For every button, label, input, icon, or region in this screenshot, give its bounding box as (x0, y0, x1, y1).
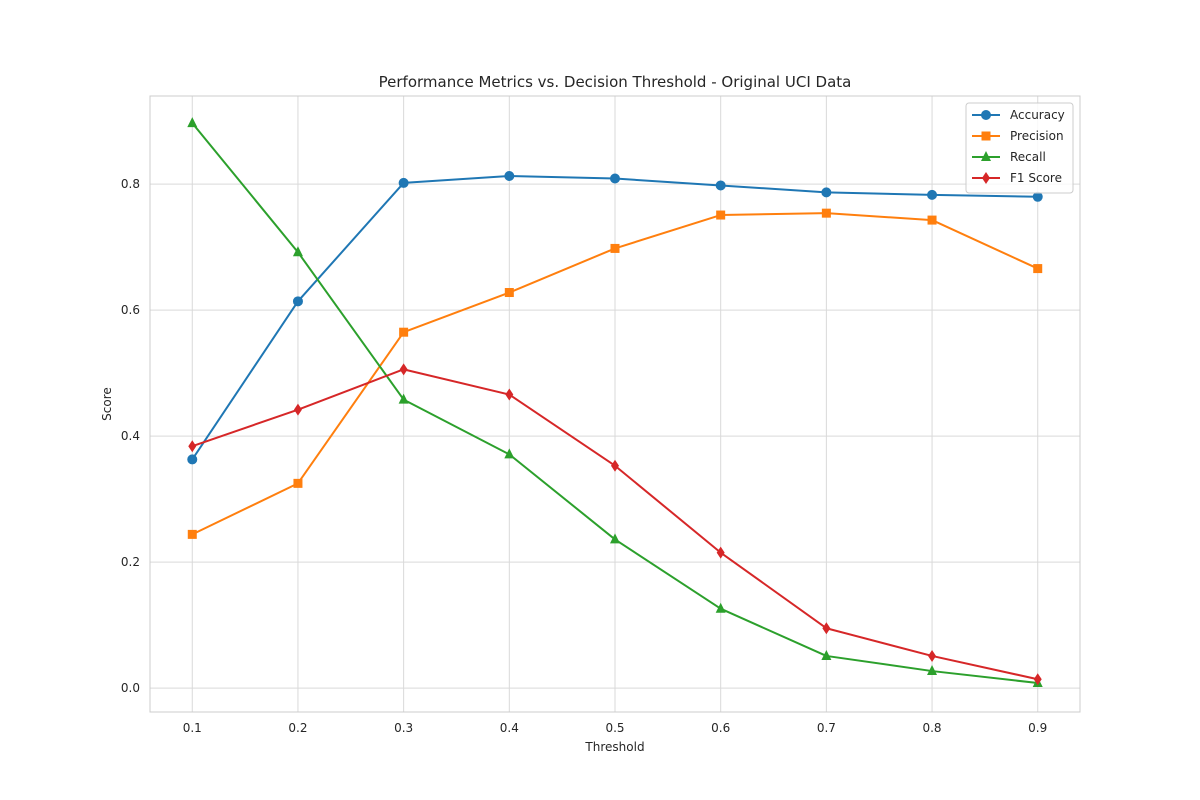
tick-labels: 0.1 0.2 0.3 0.4 0.5 0.6 0.7 0.8 0.9 0.0 0.2 0.4 0.6 0… (121, 177, 1047, 735)
f1-score-point (928, 649, 937, 662)
f1-score-point (611, 459, 619, 472)
x-tick-label: 0.8 (922, 721, 941, 735)
series-layer (187, 117, 1043, 688)
recall-point (292, 246, 303, 257)
x-tick-label: 0.2 (288, 721, 307, 735)
recall-point (821, 649, 832, 660)
f1-score-point (716, 546, 725, 559)
legend-item-f1-score: F1 Score (972, 171, 1062, 185)
accuracy-point (1032, 191, 1043, 202)
accuracy-point (292, 296, 303, 307)
recall-point (187, 117, 198, 128)
y-axis-label: Score (100, 387, 114, 421)
f1-score-point (188, 440, 197, 453)
x-tick-label: 0.4 (500, 721, 519, 735)
series-accuracy (187, 170, 1043, 465)
recall-point (610, 533, 620, 544)
precision-point (716, 210, 726, 220)
legend-marker (981, 131, 991, 141)
y-tick-label: 0.4 (121, 429, 140, 443)
y-tick-label: 0.8 (121, 177, 140, 191)
accuracy-point (504, 170, 515, 181)
legend-item-precision: Precision (972, 129, 1064, 143)
legend-item-accuracy: Accuracy (972, 108, 1065, 122)
precision-point (1033, 264, 1043, 274)
x-tick-label: 0.9 (1028, 721, 1047, 735)
recall-point (504, 448, 515, 459)
f1-score-point (505, 388, 514, 401)
x-tick-label: 0.7 (817, 721, 836, 735)
x-tick-label: 0.3 (394, 721, 413, 735)
recall-point (927, 665, 938, 676)
f1-score-point (399, 363, 408, 376)
legend-label: Accuracy (1010, 108, 1065, 122)
accuracy-point (821, 187, 832, 198)
legend-box (965, 102, 1074, 194)
legend: Accuracy Precision Recall F1 Score (965, 102, 1074, 194)
legend-marker (981, 110, 991, 120)
accuracy-point (715, 180, 726, 191)
y-tick-label: 0.0 (121, 681, 140, 695)
precision-point (399, 327, 409, 337)
x-axis-label: Threshold (584, 740, 644, 754)
plot-area (149, 95, 1081, 713)
series-precision (187, 208, 1043, 539)
y-tick-label: 0.6 (121, 303, 140, 317)
legend-label: Recall (1010, 150, 1046, 164)
precision-point (927, 215, 937, 225)
accuracy-point (187, 454, 198, 465)
chart-title: Performance Metrics vs. Decision Thresho… (379, 73, 852, 91)
f1-score-point (1033, 673, 1042, 686)
legend-label: F1 Score (1010, 171, 1062, 185)
f1-score-point (822, 622, 831, 635)
recall-point (715, 602, 726, 613)
precision-point (293, 478, 303, 488)
precision-point (821, 208, 831, 218)
f1-score-point (293, 403, 302, 416)
x-tick-label: 0.1 (183, 721, 202, 735)
precision-point (610, 243, 620, 253)
precision-point (187, 529, 197, 539)
x-tick-label: 0.5 (605, 721, 624, 735)
accuracy-point (610, 173, 620, 184)
series-f1-score (188, 363, 1042, 686)
legend-item-recall: Recall (972, 150, 1046, 164)
y-tick-label: 0.2 (121, 555, 140, 569)
precision-point (504, 288, 514, 298)
x-tick-label: 0.6 (711, 721, 730, 735)
recall-point (398, 393, 409, 404)
legend-marker (982, 172, 990, 184)
accuracy-point (927, 189, 938, 200)
legend-label: Precision (1010, 129, 1064, 143)
accuracy-point (398, 177, 409, 188)
legend-marker (981, 151, 991, 161)
